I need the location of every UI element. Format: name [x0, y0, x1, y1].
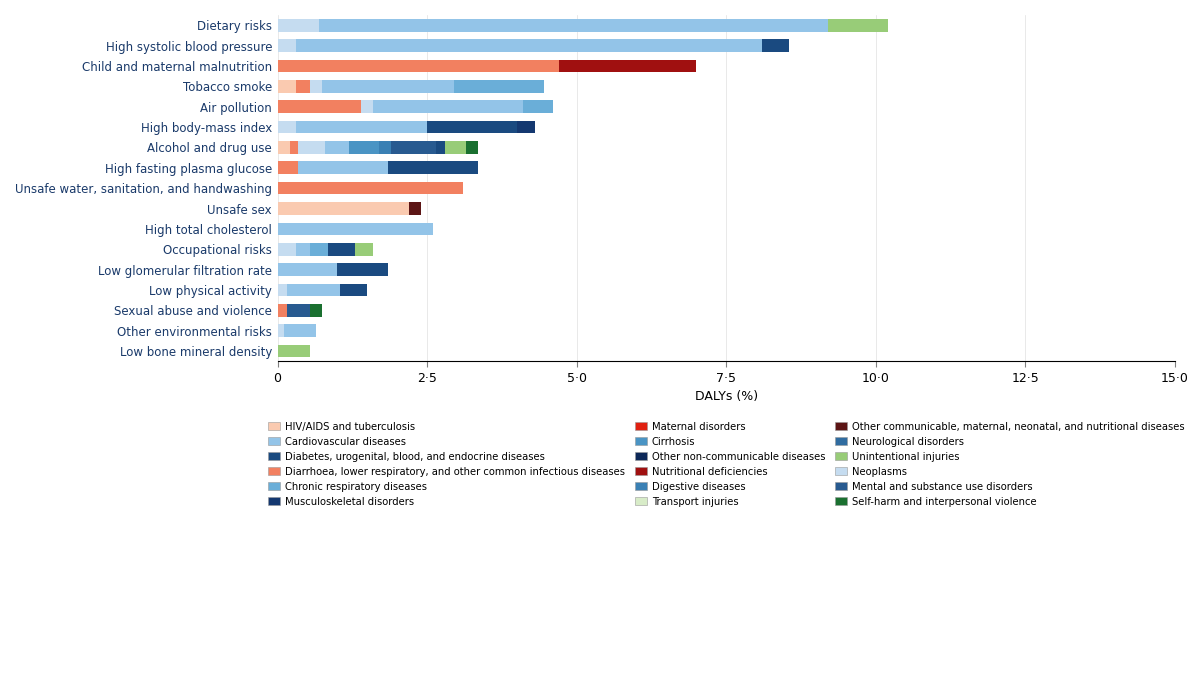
- Bar: [283, 325, 317, 337]
- Bar: [278, 141, 289, 154]
- Bar: [278, 223, 433, 235]
- Bar: [355, 243, 373, 256]
- X-axis label: DALYs (%): DALYs (%): [695, 390, 757, 403]
- Bar: [379, 141, 391, 154]
- Bar: [278, 121, 295, 134]
- Bar: [445, 141, 466, 154]
- Bar: [295, 243, 311, 256]
- Bar: [349, 141, 379, 154]
- Bar: [762, 39, 789, 52]
- Bar: [278, 19, 319, 32]
- Bar: [427, 121, 517, 134]
- Bar: [295, 121, 427, 134]
- Bar: [454, 80, 544, 92]
- Bar: [523, 101, 553, 113]
- Bar: [517, 121, 535, 134]
- Bar: [299, 141, 325, 154]
- Bar: [311, 304, 323, 317]
- Bar: [466, 141, 478, 154]
- Bar: [287, 304, 311, 317]
- Bar: [278, 202, 409, 215]
- Bar: [409, 202, 421, 215]
- Bar: [278, 243, 295, 256]
- Bar: [278, 60, 559, 72]
- Bar: [278, 284, 287, 296]
- Bar: [361, 101, 373, 113]
- Bar: [278, 263, 337, 276]
- Bar: [278, 182, 464, 194]
- Bar: [341, 284, 367, 296]
- Bar: [337, 263, 388, 276]
- Bar: [373, 101, 523, 113]
- Bar: [559, 60, 696, 72]
- Bar: [828, 19, 887, 32]
- Bar: [325, 141, 349, 154]
- Bar: [287, 284, 341, 296]
- Bar: [311, 80, 323, 92]
- Bar: [278, 304, 287, 317]
- Bar: [278, 80, 295, 92]
- Bar: [319, 19, 828, 32]
- Bar: [278, 161, 299, 174]
- Bar: [391, 141, 436, 154]
- Bar: [295, 39, 762, 52]
- Bar: [323, 80, 454, 92]
- Bar: [278, 325, 283, 337]
- Bar: [278, 344, 311, 358]
- Bar: [295, 80, 311, 92]
- Bar: [436, 141, 445, 154]
- Bar: [278, 39, 295, 52]
- Bar: [311, 243, 329, 256]
- Bar: [278, 101, 361, 113]
- Bar: [388, 161, 478, 174]
- Bar: [289, 141, 299, 154]
- Bar: [329, 243, 355, 256]
- Legend: HIV/AIDS and tuberculosis, Cardiovascular diseases, Diabetes, urogenital, blood,: HIV/AIDS and tuberculosis, Cardiovascula…: [267, 422, 1185, 506]
- Bar: [299, 161, 388, 174]
